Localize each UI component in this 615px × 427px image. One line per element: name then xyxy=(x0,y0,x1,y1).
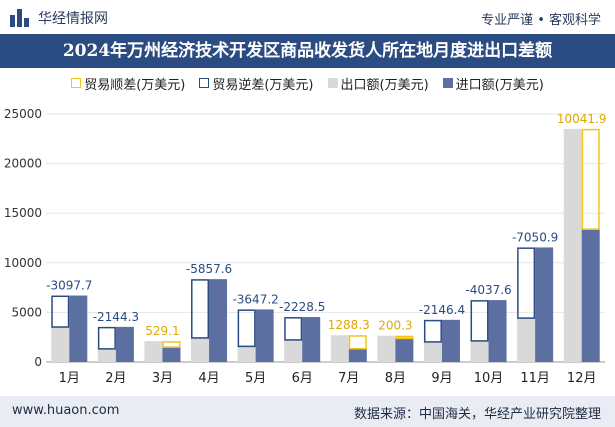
balance-label: -2228.5 xyxy=(279,300,325,314)
export-bar[interactable] xyxy=(330,335,349,362)
x-tick-label: 7月 xyxy=(338,371,359,386)
x-axis-ticks: 1月 2月 3月 4月 5月 6月 7月 8月 9月 10月 11月 12月 xyxy=(59,371,597,386)
export-bar[interactable] xyxy=(237,345,256,362)
export-bar[interactable] xyxy=(284,339,303,362)
balance-label: 1288.3 xyxy=(328,318,370,332)
deficit-outline xyxy=(191,279,210,339)
legend-item-export[interactable]: 出口额(万美元) xyxy=(327,72,429,94)
import-bar[interactable] xyxy=(69,295,88,362)
y-tick-label: 25000 xyxy=(4,107,42,121)
legend-swatch-import xyxy=(442,78,453,88)
import-bar[interactable] xyxy=(395,337,414,362)
balance-label: -3097.7 xyxy=(46,279,92,293)
legend-label-export: 出口额(万美元) xyxy=(340,77,429,93)
balance-label: 529.1 xyxy=(145,324,179,338)
footer-url[interactable]: www.huaon.com xyxy=(12,403,120,418)
export-bar[interactable] xyxy=(470,340,489,362)
bar-chart: 0 5000 10000 15000 20000 25000 -3097.7 -2144.3… xyxy=(4,107,607,386)
import-bar[interactable] xyxy=(302,317,321,362)
export-bar[interactable] xyxy=(51,326,70,362)
x-tick-label: 6月 xyxy=(292,371,313,386)
top-bar: 华经情报网 专业严谨 • 客观科学 xyxy=(0,0,615,34)
export-bar[interactable] xyxy=(423,341,442,362)
balance-label: 200.3 xyxy=(378,319,412,333)
y-tick-label: 0 xyxy=(34,355,42,369)
import-bar[interactable] xyxy=(441,319,460,362)
import-bar[interactable] xyxy=(209,279,228,362)
balance-label: -7050.9 xyxy=(512,230,558,244)
import-bar[interactable] xyxy=(488,300,507,362)
brand-name: 华经情报网 xyxy=(38,11,108,27)
deficit-outline xyxy=(237,309,256,348)
chart-title: 2024年万州经济技术开发区商品收发货人所在地月度进出口差额 xyxy=(0,34,615,68)
legend-item-surplus[interactable]: 贸易顺差(万美元) xyxy=(71,72,185,94)
import-bar[interactable] xyxy=(115,326,134,362)
tagline: 专业严谨 • 客观科学 xyxy=(481,13,601,28)
deficit-outline xyxy=(97,326,116,350)
data-labels: -3097.7 -2144.3 529.1 -5857.6 -3647.2-2228.5… xyxy=(46,112,606,338)
x-tick-label: 9月 xyxy=(431,371,452,386)
legend-item-deficit[interactable]: 贸易逆差(万美元) xyxy=(199,72,314,94)
deficit-outline xyxy=(470,300,489,342)
import-bar[interactable] xyxy=(162,346,181,362)
legend-item-import[interactable]: 进口额(万美元) xyxy=(442,72,544,94)
legend-label-import: 进口额(万美元) xyxy=(455,77,544,93)
x-tick-label: 12月 xyxy=(567,371,597,386)
surplus-outline xyxy=(581,128,600,230)
import-bar[interactable] xyxy=(581,228,600,362)
export-bar[interactable] xyxy=(563,128,582,362)
x-tick-label: 8月 xyxy=(385,371,406,386)
y-tick-label: 5000 xyxy=(11,305,42,319)
surplus-outline xyxy=(348,335,367,350)
balance-label: -5857.6 xyxy=(186,262,232,276)
deficit-outline xyxy=(517,247,536,319)
export-bar[interactable] xyxy=(97,348,116,362)
y-tick-label: 10000 xyxy=(4,256,42,270)
export-bar[interactable] xyxy=(517,317,536,362)
export-bar[interactable] xyxy=(144,341,163,362)
legend-swatch-export xyxy=(327,78,338,88)
deficit-outline xyxy=(284,317,303,341)
y-tick-label: 15000 xyxy=(4,206,42,220)
footer: www.huaon.com 数据来源：中国海关，华经产业研究院整理 xyxy=(0,396,615,427)
legend-label-surplus: 贸易顺差(万美元) xyxy=(84,77,186,93)
bars xyxy=(51,128,600,362)
deficit-outline xyxy=(423,319,442,343)
legend: 贸易顺差(万美元) 贸易逆差(万美元) 出口额(万美元) 进口额(万美元) xyxy=(0,72,615,94)
footer-source: 数据来源：中国海关，华经产业研究院整理 xyxy=(353,407,601,422)
legend-swatch-surplus xyxy=(71,78,82,88)
import-bar[interactable] xyxy=(535,247,554,362)
surplus-outline xyxy=(395,335,414,340)
import-bar[interactable] xyxy=(255,309,274,362)
export-bar[interactable] xyxy=(191,337,210,362)
deficit-outline xyxy=(51,295,70,328)
balance-label: -3647.2 xyxy=(232,292,278,306)
balance-label: -4037.6 xyxy=(465,283,511,297)
balance-label: -2146.4 xyxy=(419,303,465,317)
balance-label: -2144.3 xyxy=(93,310,139,324)
x-tick-label: 11月 xyxy=(520,371,550,386)
x-tick-label: 10月 xyxy=(474,371,504,386)
logo-icon xyxy=(10,9,30,27)
x-tick-label: 2月 xyxy=(105,371,126,386)
legend-swatch-deficit xyxy=(199,78,210,88)
y-tick-label: 20000 xyxy=(4,157,42,171)
y-axis-ticks: 0 5000 10000 15000 20000 25000 xyxy=(4,107,42,369)
import-bar[interactable] xyxy=(348,348,367,362)
balance-label: 10041.9 xyxy=(557,112,607,126)
brand[interactable]: 华经情报网 xyxy=(10,8,108,28)
surplus-outline xyxy=(162,341,181,348)
export-bar[interactable] xyxy=(377,335,396,362)
gridlines xyxy=(46,113,605,363)
x-tick-label: 1月 xyxy=(59,371,80,386)
x-tick-label: 5月 xyxy=(245,371,266,386)
x-tick-label: 3月 xyxy=(152,371,173,386)
x-tick-label: 4月 xyxy=(198,371,219,386)
legend-label-deficit: 贸易逆差(万美元) xyxy=(212,77,314,93)
